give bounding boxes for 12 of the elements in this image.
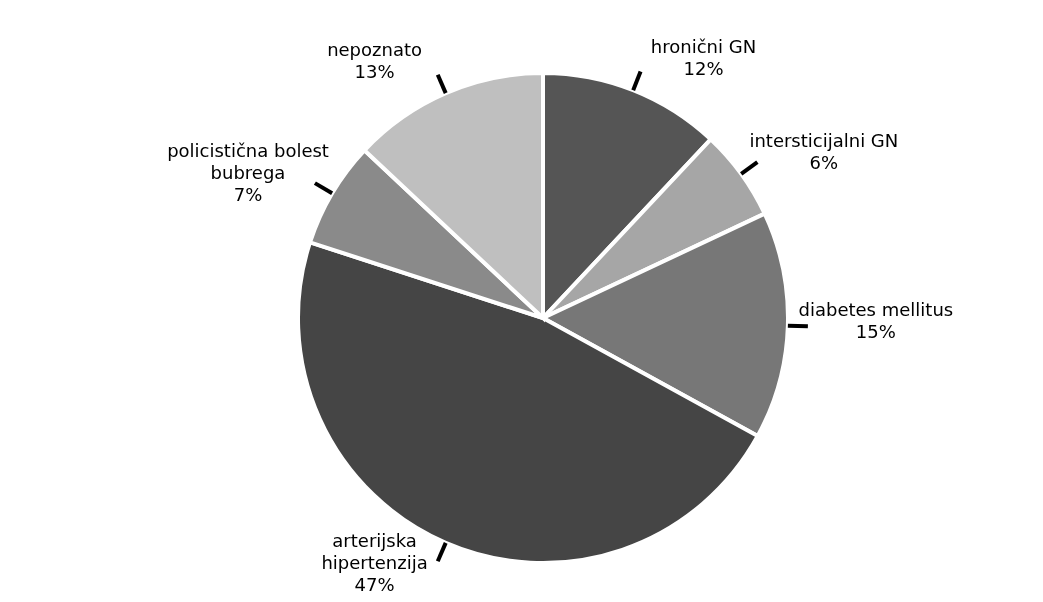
data-label: 6% bbox=[809, 151, 839, 173]
data-label: 15% bbox=[855, 320, 896, 342]
data-label: 47% bbox=[354, 573, 395, 595]
slice-label: policistična bolest bubrega bbox=[167, 140, 329, 184]
data-label: 13% bbox=[354, 61, 395, 83]
slice-label: nepoznato bbox=[327, 39, 423, 61]
slice-label: intersticijalni GN bbox=[749, 129, 899, 151]
slice-label: diabetes mellitus bbox=[798, 298, 954, 320]
slice-label: arterijska hipertenzija bbox=[321, 529, 428, 573]
slice-label: hronični GN bbox=[650, 36, 757, 58]
data-label: 12% bbox=[683, 58, 724, 80]
data-label: 7% bbox=[233, 184, 263, 206]
